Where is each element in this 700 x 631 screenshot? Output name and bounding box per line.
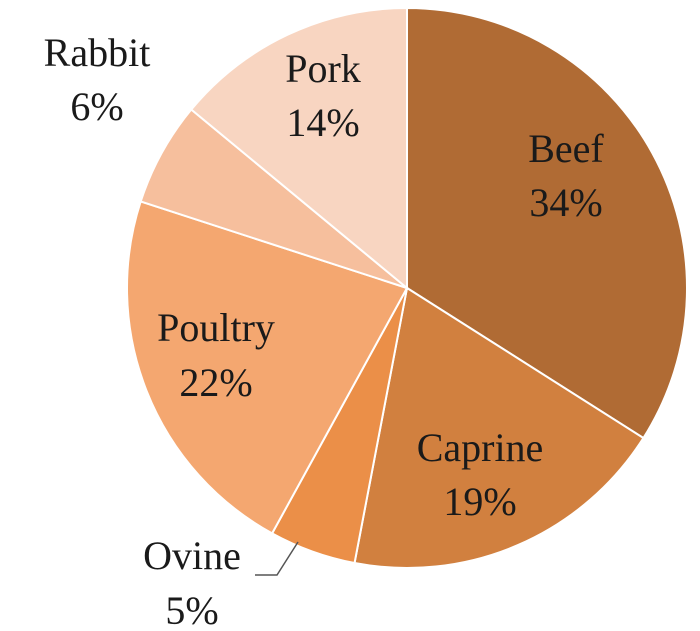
slice-label-pork-name: Pork	[285, 46, 361, 91]
slice-label-rabbit-name: Rabbit	[44, 30, 151, 75]
slice-label-ovine-name: Ovine	[143, 533, 241, 578]
pie-slices	[126, 6, 688, 569]
pie-slice-beef	[406, 6, 688, 440]
slice-label-caprine-pct: 19%	[443, 479, 516, 524]
pie-labels: Beef 34% Caprine 19% Ovine 5% Poultry 22…	[44, 30, 605, 631]
slice-label-poultry-pct: 22%	[179, 360, 252, 405]
slice-label-beef-pct: 34%	[529, 180, 602, 225]
slice-label-rabbit-pct: 6%	[70, 84, 123, 129]
pie-slice-caprine	[353, 286, 645, 569]
slice-label-ovine-pct: 5%	[165, 588, 218, 631]
slice-label-pork-pct: 14%	[286, 100, 359, 145]
pie-slice-poultry	[126, 200, 409, 535]
ovine-leader-line	[255, 541, 299, 576]
slice-label-poultry-name: Poultry	[157, 305, 275, 350]
pie-slice-pork	[189, 6, 408, 291]
slice-label-caprine-name: Caprine	[417, 425, 544, 470]
slice-label-beef-name: Beef	[528, 126, 604, 171]
